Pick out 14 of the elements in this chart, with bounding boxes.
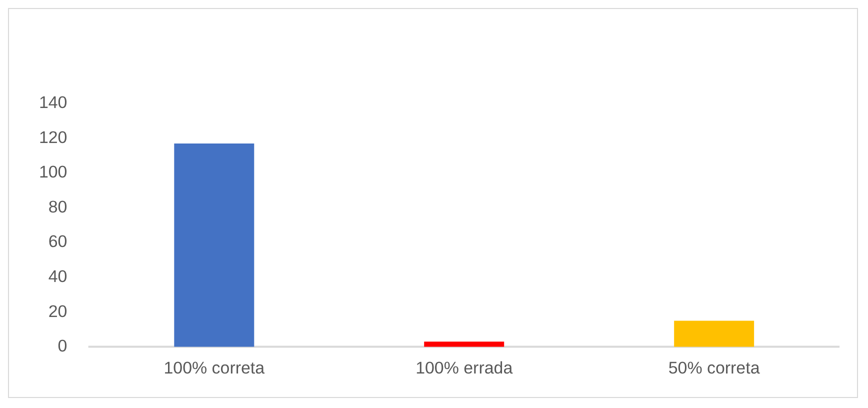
x-tick-label: 100% correta <box>164 358 266 378</box>
y-tick-label: 60 <box>48 232 68 252</box>
y-tick-label: 40 <box>48 267 68 286</box>
y-tick-label: 100 <box>38 162 68 182</box>
y-tick-label: 140 <box>38 93 68 112</box>
bar <box>674 320 754 347</box>
y-tick-label: 0 <box>58 336 68 356</box>
x-tick-label: 100% errada <box>416 358 514 378</box>
x-tick-label: 50% correta <box>668 358 760 378</box>
y-tick-label: 80 <box>48 197 68 216</box>
bar <box>174 143 254 347</box>
bar <box>424 342 504 347</box>
y-tick-label: 20 <box>48 302 68 321</box>
y-tick-label: 120 <box>38 128 68 147</box>
